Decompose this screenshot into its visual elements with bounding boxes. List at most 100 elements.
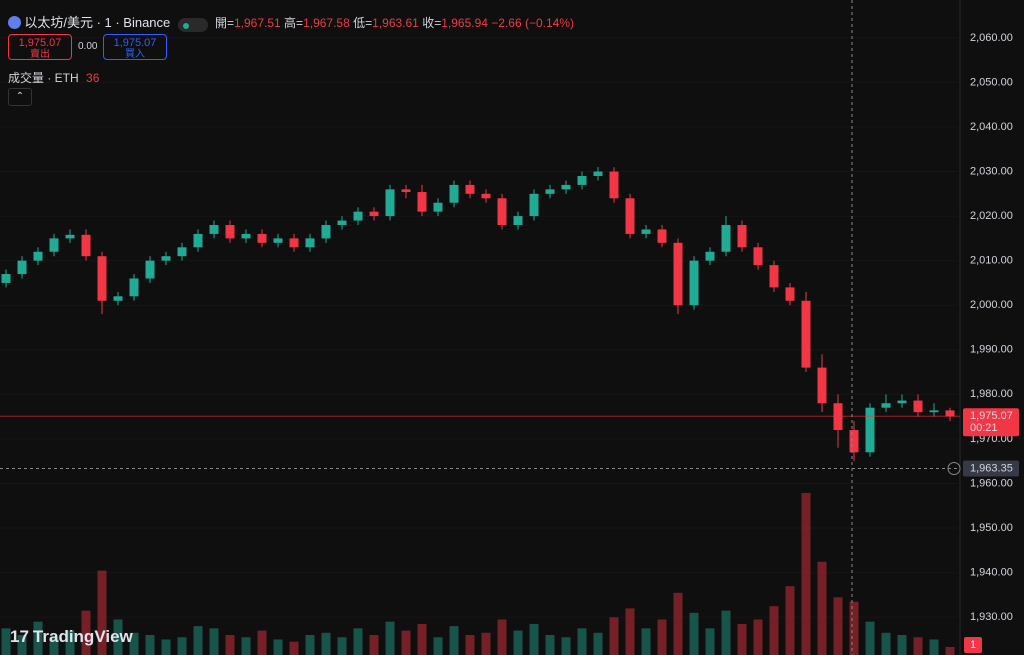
volume-bar <box>401 630 411 655</box>
volume-bar <box>721 610 731 655</box>
candle-body <box>865 407 875 453</box>
candle-body <box>49 238 59 252</box>
candle-body <box>497 198 507 226</box>
volume-bar <box>689 612 699 655</box>
volume-bar <box>49 637 59 655</box>
volume-bar <box>737 623 747 655</box>
volume-bar <box>433 637 443 655</box>
volume-bar <box>529 623 539 655</box>
volume-bar <box>177 637 187 655</box>
candle-body <box>929 410 939 413</box>
candle-body <box>769 265 779 288</box>
sell-price: 1,975.07 <box>18 37 62 49</box>
y-tick-label: 2,030.00 <box>970 165 1013 177</box>
volume-bar <box>945 647 955 655</box>
spread: 0.00 <box>78 41 98 52</box>
ohlc-value: 1,967.58 <box>303 16 350 30</box>
sell-button[interactable]: 1,975.07 賣出 <box>8 34 72 60</box>
volume-bar <box>97 570 107 655</box>
ohlc-change: −2.66 (−0.14%) <box>491 16 575 30</box>
volume-bar <box>257 630 267 655</box>
volume-bar <box>833 597 843 655</box>
candle-body <box>369 211 379 217</box>
candle-body <box>753 247 763 266</box>
candle-body <box>321 225 331 239</box>
candle-body <box>625 198 635 234</box>
volume-bar <box>305 635 315 655</box>
volume-bar <box>561 637 571 655</box>
y-tick-label: 2,020.00 <box>970 210 1013 222</box>
symbol-title[interactable]: 以太坊/美元 · 1 · Binance <box>24 15 171 30</box>
volume-bar <box>337 637 347 655</box>
candle-body <box>33 251 43 261</box>
candle-body <box>785 287 795 301</box>
candle-body <box>689 260 699 306</box>
y-tick-label: 2,040.00 <box>970 121 1013 133</box>
volume-bar <box>385 621 395 655</box>
candle-body <box>193 233 203 248</box>
volume-bar <box>225 635 235 655</box>
ohlc-value: 1,963.61 <box>372 16 419 30</box>
y-tick-label: 2,000.00 <box>970 299 1013 311</box>
volume-bar <box>145 635 155 655</box>
volume-bar <box>481 632 491 655</box>
volume-bar <box>849 601 859 655</box>
volume-bar <box>609 617 619 655</box>
buy-button[interactable]: 1,975.07 買入 <box>103 34 167 60</box>
volume-bar <box>65 630 75 655</box>
candle-body <box>225 225 235 239</box>
crosshair-plus <box>947 462 961 476</box>
price-axis-bg <box>960 0 1024 655</box>
y-tick-label: 1,990.00 <box>970 344 1013 356</box>
candle-body <box>465 184 475 194</box>
volume-bar <box>913 637 923 655</box>
volume-bar <box>113 619 123 655</box>
candle-body <box>113 296 123 301</box>
ohlc-value: 1,967.51 <box>233 16 281 30</box>
y-tick-label: 1,980.00 <box>970 388 1013 400</box>
last-price-label: 1,975.07 <box>970 410 1013 422</box>
ohlc-label: 開= <box>214 16 234 30</box>
collapse-button[interactable]: ⌃ <box>8 88 32 106</box>
volume-bar <box>1 628 11 655</box>
y-tick-label: 1,930.00 <box>970 611 1013 623</box>
candle-body <box>881 403 891 408</box>
candle-body <box>897 400 907 404</box>
volume-bar <box>657 619 667 655</box>
volume-bar <box>273 639 283 655</box>
y-tick-label: 1,950.00 <box>970 522 1013 534</box>
volume-bar <box>929 639 939 655</box>
candle-body <box>401 189 411 193</box>
sell-label: 賣出 <box>30 49 50 60</box>
ohlc-label: 高= <box>284 16 304 30</box>
volume-last: 36 <box>86 71 100 85</box>
candle-body <box>353 211 363 221</box>
last-price-tag <box>963 408 1019 437</box>
volume-bar <box>753 619 763 655</box>
candle-body <box>305 238 315 248</box>
candle-body <box>913 400 923 413</box>
candle-body <box>481 193 491 199</box>
volume-bar <box>241 637 251 655</box>
status-pill[interactable] <box>177 18 208 32</box>
volume-bar <box>417 623 427 655</box>
candle-body <box>577 176 587 185</box>
candle-body <box>145 260 155 279</box>
brand-logo[interactable]: 17 TradingView <box>10 627 133 647</box>
candle-body <box>561 184 571 190</box>
candle-body <box>721 225 731 252</box>
y-tick-label: 1,940.00 <box>970 566 1013 578</box>
candle-body <box>801 300 811 368</box>
volume-bar <box>705 628 715 655</box>
candle-body <box>609 171 619 199</box>
volume-bar <box>513 630 523 655</box>
crosshair-label: 1,963.35 <box>970 462 1013 474</box>
alert-badge[interactable]: 1 <box>964 637 982 653</box>
volume-bar <box>161 639 171 655</box>
volume-bar <box>129 632 139 655</box>
volume-bar <box>193 626 203 655</box>
volume-bar <box>465 635 475 655</box>
volume-header: 成交量 · ETH 36 <box>8 69 99 86</box>
